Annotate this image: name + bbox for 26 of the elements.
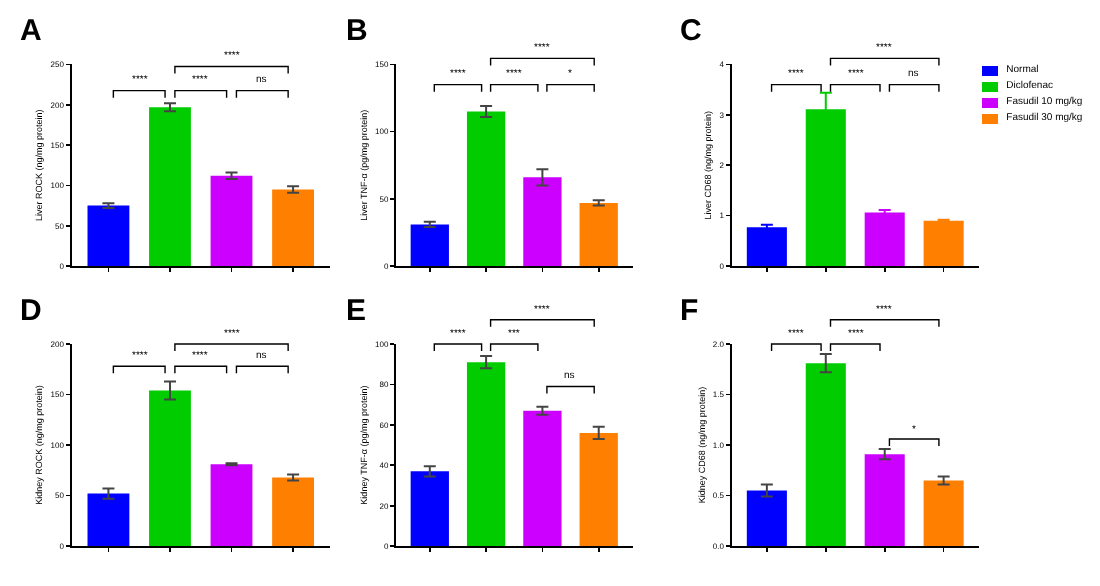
bar [923,480,964,547]
bar [410,224,449,267]
bar [805,363,846,547]
bar [746,490,787,547]
bar [272,477,314,547]
bar [466,362,506,547]
bar [149,390,191,547]
bar [87,205,130,267]
bar [272,189,314,267]
chart-title: F [680,294,699,328]
bar [523,410,562,547]
chart-title: B [346,14,368,48]
bar [864,454,905,547]
bar [149,107,191,267]
bar [410,471,449,547]
bar [523,177,562,267]
chart-title: E [346,294,367,328]
bar [87,493,130,547]
chart-title: A [20,14,42,48]
bar [210,464,253,547]
bar [579,432,618,547]
chart-title: D [20,294,42,328]
bar [210,175,253,267]
bar [466,111,506,267]
chart-title: C [680,14,702,48]
bar [579,202,618,267]
